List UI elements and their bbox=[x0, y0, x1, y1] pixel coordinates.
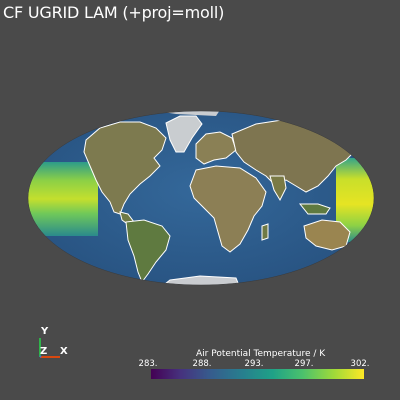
colorbar-tick-label: 293. bbox=[244, 359, 264, 369]
colorbar-gradient bbox=[151, 369, 364, 379]
north-america bbox=[83, 121, 167, 215]
greenland bbox=[165, 115, 203, 153]
arctic-ice bbox=[150, 111, 220, 116]
colorbar-title: Air Potential Temperature / K bbox=[196, 349, 326, 359]
colorbar-tick-label: 297. bbox=[294, 359, 314, 369]
lam-data-region-west bbox=[28, 162, 98, 236]
x-axis-label: X bbox=[60, 346, 68, 357]
south-america bbox=[125, 219, 171, 284]
orientation-axes[interactable]: Y Z X bbox=[30, 326, 80, 366]
z-axis-line bbox=[39, 355, 42, 358]
globe-surface bbox=[28, 111, 374, 285]
colorbar-tick-label: 288. bbox=[192, 359, 212, 369]
globe-outline bbox=[27, 110, 375, 286]
indonesia bbox=[298, 203, 331, 215]
india bbox=[269, 175, 287, 202]
colorbar-tick-label: 302. bbox=[350, 359, 370, 369]
y-axis-label: Y bbox=[41, 326, 49, 337]
z-axis-label: Z bbox=[40, 346, 48, 357]
africa bbox=[189, 165, 267, 253]
colorbar-ticks: 283. 288. 293. 297. 302. bbox=[0, 359, 400, 369]
europe bbox=[195, 131, 237, 165]
colorbar-tick-label: 283. bbox=[138, 359, 158, 369]
madagascar bbox=[261, 223, 269, 241]
view-title: CF UGRID LAM (+proj=moll) bbox=[3, 3, 225, 22]
orientation-axes-graphic bbox=[39, 338, 60, 358]
